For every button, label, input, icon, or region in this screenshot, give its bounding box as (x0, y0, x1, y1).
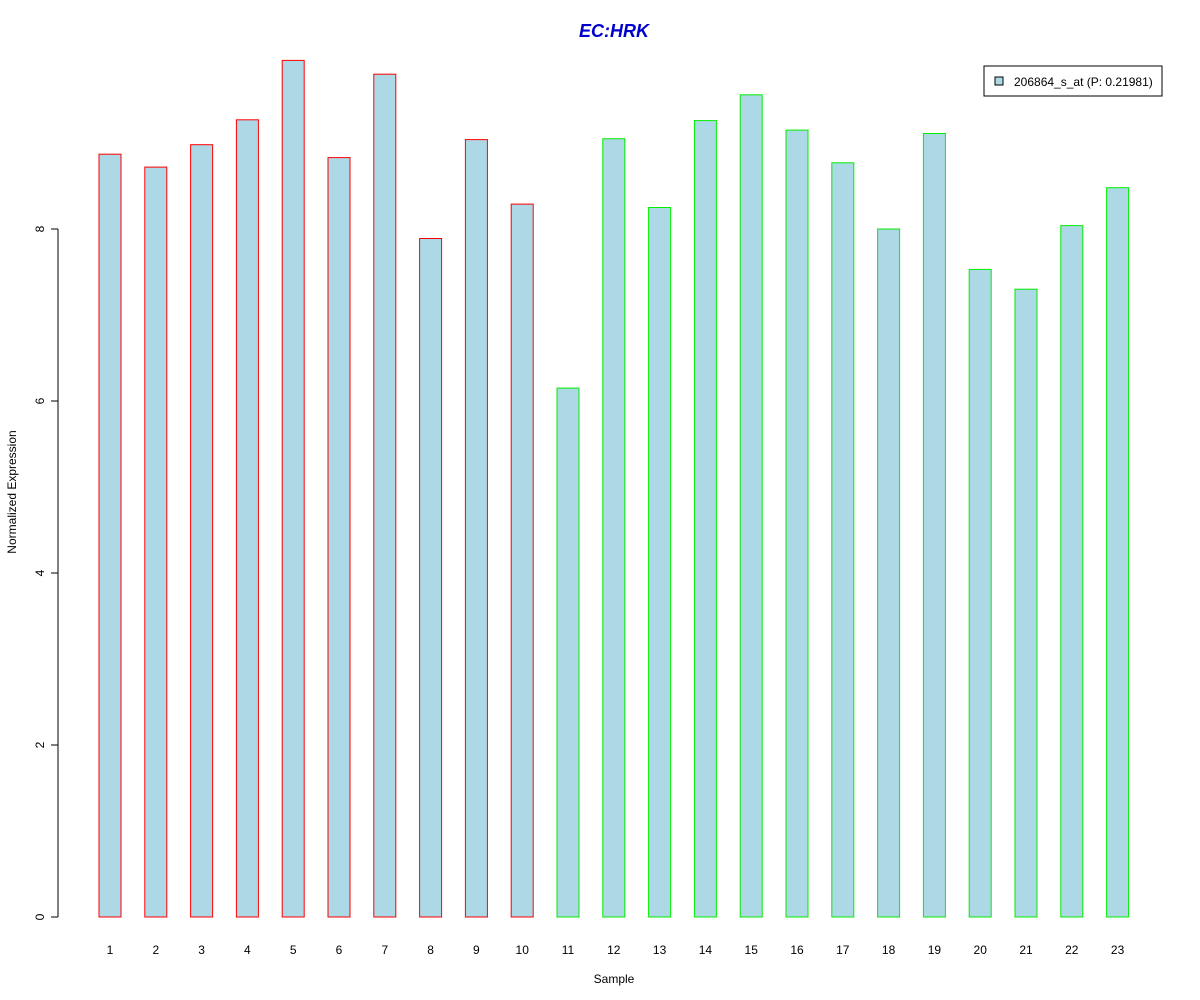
bar-sample-3 (190, 144, 214, 918)
x-tick-label: 23 (1111, 943, 1125, 957)
bar-sample-13 (648, 207, 672, 918)
x-tick-label: 5 (290, 943, 297, 957)
bar-sample-23 (1106, 187, 1130, 918)
legend-swatch (994, 76, 1004, 86)
bar-sample-15 (739, 94, 763, 918)
bar-sample-1 (98, 153, 122, 918)
x-tick-label: 11 (562, 943, 575, 957)
x-tick-label: 13 (653, 943, 667, 957)
bar-sample-16 (785, 129, 809, 918)
bar-sample-21 (1014, 288, 1038, 918)
bar-sample-7 (373, 73, 397, 918)
bar-sample-19 (922, 133, 946, 918)
x-axis: 1 2 3 4 5 6 7 8 9 10 11 12 13 14 15 16 17 18 19 20 21 22 23 (107, 943, 1125, 957)
x-tick-label: 16 (790, 943, 804, 957)
y-tick-label: 0 (33, 913, 47, 920)
bar-sample-18 (877, 228, 901, 918)
bar-sample-6 (327, 157, 351, 918)
x-tick-label: 21 (1019, 943, 1033, 957)
bar-sample-2 (144, 166, 168, 918)
y-axis: 0 2 4 6 8 (33, 225, 59, 920)
x-tick-label: 15 (745, 943, 759, 957)
y-tick-label: 4 (33, 569, 47, 576)
bar-sample-22 (1060, 225, 1084, 918)
x-tick-label: 12 (607, 943, 621, 957)
x-tick-label: 8 (427, 943, 434, 957)
x-tick-label: 3 (198, 943, 205, 957)
legend-label: 206864_s_at (P: 0.21981) (1014, 75, 1153, 89)
bar-sample-17 (831, 162, 855, 918)
bars (98, 59, 1130, 918)
x-tick-label: 2 (152, 943, 159, 957)
x-tick-label: 1 (107, 943, 114, 957)
x-tick-label: 4 (244, 943, 251, 957)
bar-sample-12 (602, 138, 626, 918)
bar-sample-14 (693, 120, 717, 918)
y-tick-label: 2 (33, 741, 47, 748)
bar-sample-10 (510, 203, 534, 918)
x-tick-label: 22 (1065, 943, 1079, 957)
bar-sample-20 (968, 268, 992, 918)
bar-sample-9 (464, 139, 488, 918)
y-tick-label: 8 (33, 225, 47, 232)
x-tick-label: 17 (836, 943, 850, 957)
legend-box (983, 65, 1163, 97)
x-tick-label: 18 (882, 943, 896, 957)
bar-sample-11 (556, 387, 580, 918)
bar-sample-4 (235, 119, 259, 918)
bar-sample-8 (419, 238, 443, 918)
legend: 206864_s_at (P: 0.21981) (983, 65, 1163, 97)
x-tick-label: 19 (928, 943, 942, 957)
y-axis-title: Normalized Expression (5, 430, 19, 553)
x-tick-label: 9 (473, 943, 480, 957)
x-tick-label: 10 (516, 943, 530, 957)
x-tick-label: 6 (336, 943, 343, 957)
x-axis-title: Sample (594, 972, 635, 986)
x-tick-label: 20 (974, 943, 988, 957)
x-tick-label: 14 (699, 943, 713, 957)
y-tick-label: 6 (33, 397, 47, 404)
x-tick-label: 7 (381, 943, 388, 957)
bar-sample-5 (281, 59, 305, 918)
chart-title: EC:HRK (579, 21, 651, 41)
